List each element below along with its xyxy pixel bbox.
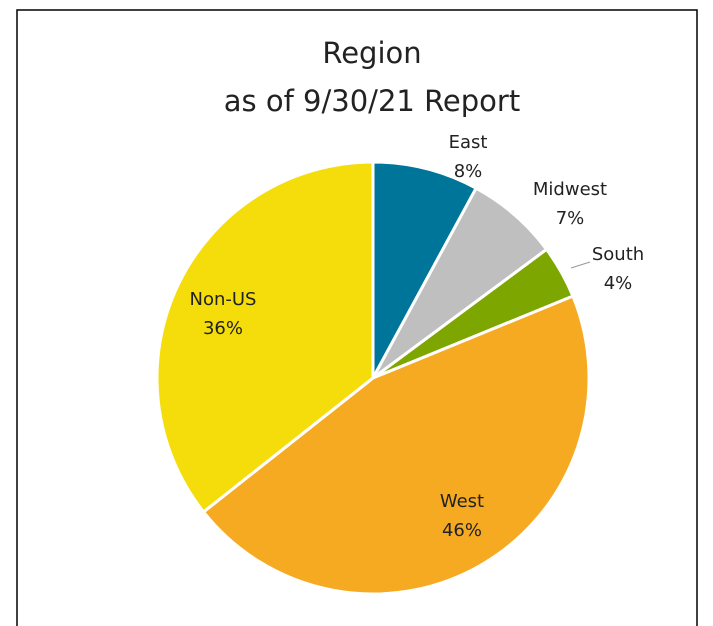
slice-label: Non-US bbox=[190, 289, 257, 310]
pie-slice bbox=[155, 160, 375, 514]
pie-slice bbox=[371, 160, 478, 380]
chart-subtitle: as of 9/30/21 Report bbox=[224, 84, 520, 118]
slice-label: South bbox=[592, 244, 644, 265]
slice-label: Midwest bbox=[533, 179, 607, 200]
slice-value-label: 8% bbox=[454, 161, 483, 182]
slice-value-label: 46% bbox=[442, 520, 482, 541]
slice-value-label: 36% bbox=[203, 318, 243, 339]
slice-label: East bbox=[449, 132, 488, 153]
chart-title: Region bbox=[322, 36, 421, 70]
leader-line bbox=[570, 261, 591, 269]
slice-label: West bbox=[440, 491, 484, 512]
slice-value-label: 4% bbox=[604, 273, 633, 294]
pie-slice bbox=[202, 294, 591, 596]
slice-value-label: 7% bbox=[556, 208, 585, 229]
